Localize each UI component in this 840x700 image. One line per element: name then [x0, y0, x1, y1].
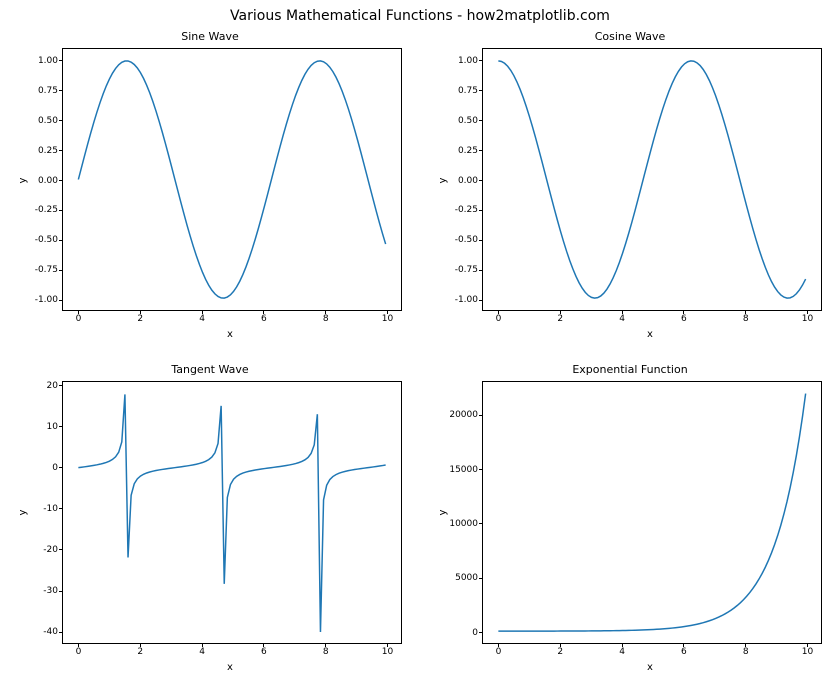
y-tick-label: -1.00	[455, 295, 483, 305]
plot-area: -1.00-0.75-0.50-0.250.000.250.500.751.00…	[482, 48, 822, 311]
y-axis-label: y	[18, 508, 29, 518]
y-tick-label: 0.25	[38, 146, 63, 156]
x-tick-label: 10	[382, 643, 393, 657]
y-tick-label: -10	[43, 504, 63, 514]
plot-area: -40-30-20-10010200246810	[62, 381, 402, 644]
y-axis-label: y	[18, 175, 29, 185]
y-tick-label: -0.25	[35, 205, 63, 215]
y-tick-label: 20000	[449, 410, 483, 420]
figure-suptitle: Various Mathematical Functions - how2mat…	[0, 8, 840, 24]
figure: Various Mathematical Functions - how2mat…	[0, 0, 840, 700]
y-tick-label: 10000	[449, 519, 483, 529]
subplot-grid: Sine Wave-1.00-0.75-0.50-0.250.000.250.5…	[0, 30, 840, 695]
x-tick-label: 8	[323, 310, 329, 324]
x-tick-label: 4	[619, 643, 625, 657]
y-tick-label: 0.00	[38, 176, 63, 186]
y-tick-label: -0.75	[455, 265, 483, 275]
x-tick-label: 10	[802, 643, 813, 657]
x-tick-label: 8	[743, 643, 749, 657]
x-tick-label: 2	[137, 643, 143, 657]
x-tick-label: 10	[802, 310, 813, 324]
x-tick-label: 0	[496, 310, 502, 324]
x-tick-label: 6	[261, 643, 267, 657]
y-tick-label: 1.00	[38, 56, 63, 66]
series-line	[78, 61, 385, 298]
series-line	[78, 394, 385, 632]
panel-cosine: Cosine Wave-1.00-0.75-0.50-0.250.000.250…	[420, 30, 840, 363]
x-tick-label: 0	[76, 643, 82, 657]
line-plot	[483, 382, 821, 643]
y-tick-label: 0.00	[458, 176, 483, 186]
x-tick-label: 4	[199, 643, 205, 657]
y-tick-label: -0.50	[35, 235, 63, 245]
y-tick-label: 5000	[455, 573, 483, 583]
y-tick-label: 0.50	[38, 116, 63, 126]
y-tick-label: 15000	[449, 465, 483, 475]
y-tick-label: 0.25	[458, 146, 483, 156]
y-tick-label: 0	[52, 463, 63, 473]
x-tick-label: 10	[382, 310, 393, 324]
y-tick-label: 20	[47, 381, 63, 391]
panel-sine: Sine Wave-1.00-0.75-0.50-0.250.000.250.5…	[0, 30, 420, 363]
line-plot	[63, 49, 401, 310]
y-tick-label: 0.50	[458, 116, 483, 126]
panel-tangent: Tangent Wave-40-30-20-10010200246810yx	[0, 363, 420, 696]
subplot-title: Exponential Function	[420, 363, 840, 376]
x-tick-label: 0	[76, 310, 82, 324]
x-tick-label: 4	[619, 310, 625, 324]
y-axis-label: y	[438, 175, 449, 185]
x-tick-label: 4	[199, 310, 205, 324]
x-axis-label: x	[647, 662, 653, 673]
x-tick-label: 6	[681, 310, 687, 324]
subplot-title: Tangent Wave	[0, 363, 420, 376]
line-plot	[483, 49, 821, 310]
y-tick-label: -30	[43, 586, 63, 596]
x-tick-label: 2	[137, 310, 143, 324]
x-tick-label: 2	[557, 643, 563, 657]
y-axis-label: y	[438, 508, 449, 518]
y-tick-label: -0.25	[455, 205, 483, 215]
y-tick-label: -0.50	[455, 235, 483, 245]
series-line	[498, 393, 805, 631]
line-plot	[63, 382, 401, 643]
x-tick-label: 6	[681, 643, 687, 657]
y-tick-label: 1.00	[458, 56, 483, 66]
x-tick-label: 0	[496, 643, 502, 657]
y-tick-label: 10	[47, 422, 63, 432]
x-tick-label: 2	[557, 310, 563, 324]
x-axis-label: x	[647, 329, 653, 340]
y-tick-label: 0	[472, 628, 483, 638]
x-tick-label: 6	[261, 310, 267, 324]
subplot-title: Cosine Wave	[420, 30, 840, 43]
y-tick-label: -20	[43, 545, 63, 555]
x-axis-label: x	[227, 662, 233, 673]
panel-exp: Exponential Function05000100001500020000…	[420, 363, 840, 696]
x-tick-label: 8	[743, 310, 749, 324]
subplot-title: Sine Wave	[0, 30, 420, 43]
y-tick-label: 0.75	[458, 86, 483, 96]
y-tick-label: 0.75	[38, 86, 63, 96]
series-line	[498, 61, 805, 298]
plot-area: 050001000015000200000246810	[482, 381, 822, 644]
x-axis-label: x	[227, 329, 233, 340]
x-tick-label: 8	[323, 643, 329, 657]
y-tick-label: -1.00	[35, 295, 63, 305]
y-tick-label: -40	[43, 627, 63, 637]
plot-area: -1.00-0.75-0.50-0.250.000.250.500.751.00…	[62, 48, 402, 311]
y-tick-label: -0.75	[35, 265, 63, 275]
